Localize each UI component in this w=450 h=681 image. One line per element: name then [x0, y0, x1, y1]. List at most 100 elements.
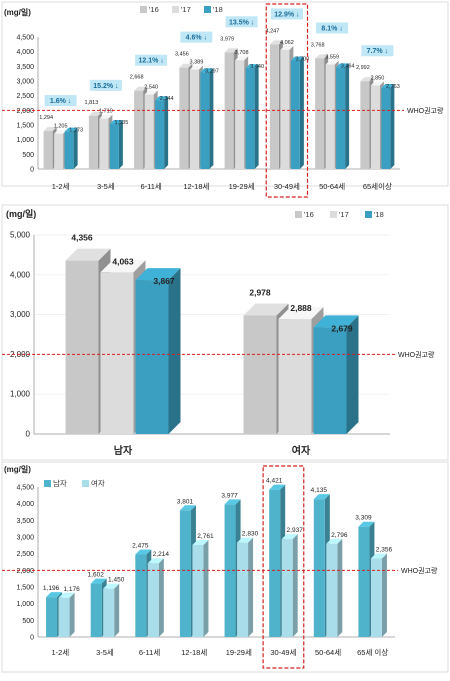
chart-2-category-label: 1-2세 — [51, 648, 69, 657]
chart-0-bar-front — [360, 81, 370, 169]
chart-0-bar-top — [325, 60, 339, 65]
chart-2-bar-top — [370, 553, 387, 559]
chart-2-bar — [370, 553, 387, 637]
chart-2-data-label: 3,977 — [221, 492, 238, 499]
chart-1-bar-front — [100, 272, 134, 434]
chart-0-data-label: 2,668 — [130, 75, 144, 81]
chart-0-category-label: 6-11세 — [140, 182, 161, 191]
chart-2-bar-top — [224, 499, 241, 505]
chart-2-category-label: 50-64세 — [315, 648, 341, 657]
chart-0-bar-front — [370, 85, 380, 169]
chart-0-ytick: 0 — [30, 167, 34, 174]
chart-1-bar-front — [135, 280, 169, 434]
chart-0-bar-top — [179, 63, 193, 68]
chart-2-bar-top — [46, 592, 63, 598]
chart-0-legend-item-swatch — [172, 6, 179, 13]
chart-2-category-label: 6-11세 — [139, 648, 160, 657]
chart-1-bar-top — [313, 315, 359, 328]
chart-2-bar-front — [281, 539, 293, 637]
chart-2-bar-front — [147, 563, 159, 637]
chart-2-bar-side — [69, 592, 75, 637]
chart-0-bar-top — [245, 64, 259, 69]
chart-0-change-badge-label: 4.6% ↓ — [186, 35, 207, 42]
chart-0-bar-top — [144, 90, 158, 95]
chart-2-unit-label: (mg/일) — [4, 464, 31, 474]
chart-0-bar-front — [99, 118, 109, 169]
chart-2-data-label: 1,602 — [88, 572, 105, 579]
chart-2-data-label: 2,214 — [153, 551, 170, 558]
chart-0-bar-front — [189, 69, 199, 169]
chart-0-bar-front — [235, 60, 245, 170]
chart-2-bar-front — [90, 583, 102, 637]
chart-0-data-label: 3,979 — [220, 36, 234, 42]
chart-0-legend-item-label: '16 — [149, 5, 159, 14]
chart-0-bar-top — [134, 86, 148, 91]
chart-1-bar-side — [168, 268, 181, 434]
chart-0-data-label: 1,535 — [114, 120, 128, 126]
chart-0-change-badge-label: 8.1% ↓ — [321, 25, 342, 32]
chart-2-bar-front — [313, 499, 325, 637]
chart-2-bar-top — [135, 549, 152, 555]
chart-2-data-label: 3,309 — [355, 515, 372, 522]
chart-0-unit-label: (mg/일) — [4, 7, 31, 17]
chart-2-bar-side — [114, 583, 120, 637]
chart-1-bar — [135, 268, 181, 434]
chart-2-ytick: 4,500 — [16, 485, 34, 492]
chart-2-category-label: 19-29세 — [226, 648, 252, 657]
chart-0-bar-side — [118, 119, 123, 169]
chart-0-bar-front — [144, 94, 154, 169]
chart-0-bar-top — [269, 40, 283, 45]
chart-0-bar-top — [360, 77, 374, 82]
chart-1-legend-item-label: '18 — [374, 210, 384, 219]
chart-2-category-label: 30-49세 — [270, 648, 296, 657]
chart-1-frame — [1, 204, 449, 461]
chart-2-data-label: 3,801 — [177, 498, 194, 505]
chart-0-who-label: WHO권고량 — [407, 107, 444, 115]
chart-0-change-badge — [316, 22, 349, 34]
chart-0-data-label: 4,062 — [280, 40, 294, 46]
chart-0-bar-front — [134, 90, 144, 169]
chart-0-bar-front — [245, 68, 255, 169]
chart-1-bar-front — [65, 260, 99, 434]
chart-0-data-label: 2,763 — [386, 84, 400, 90]
chart-2-frame — [1, 461, 449, 673]
chart-0-bar-front — [155, 100, 165, 169]
chart-1-ytick: 2,000 — [10, 350, 31, 359]
chart-0-data-label: 3,297 — [205, 68, 219, 74]
chart-0-category-label: 1-2세 — [52, 182, 70, 191]
chart-0-legend-item-swatch — [204, 6, 211, 13]
chart-0-bar-front — [381, 87, 391, 169]
chart-0-bar-top — [381, 83, 395, 88]
chart-2-data-label: 2,830 — [242, 531, 259, 538]
chart-2-bar — [147, 558, 164, 637]
chart-1-bar-front — [313, 327, 347, 434]
chart-2-bar — [326, 538, 343, 637]
chart-2-bar-front — [326, 543, 338, 637]
chart-0-data-label: 3,708 — [235, 50, 249, 56]
chart-1-bar-top — [100, 260, 146, 273]
chart-2-bar-front — [58, 597, 70, 637]
chart-0-change-badge — [135, 54, 168, 66]
chart-0-data-label: 2,992 — [356, 65, 370, 71]
chart-0-bar-front — [64, 131, 74, 169]
chart-0-data-label: 2,344 — [160, 96, 174, 102]
chart-0-bar-top — [189, 65, 203, 70]
chart-1-ytick: 5,000 — [10, 231, 31, 240]
chart-2-data-label: 4,135 — [311, 487, 328, 494]
chart-2-ytick: 3,500 — [16, 518, 34, 525]
chart-0-bar-top — [155, 96, 169, 101]
chart-0-bar-front — [336, 67, 346, 169]
chart-0-bar — [245, 64, 259, 169]
chart-0-ytick: 500 — [22, 152, 34, 159]
chart-1-who-label: WHO권고량 — [398, 351, 435, 359]
chart-1-ytick: 4,000 — [10, 270, 31, 279]
chart-2-data-label: 1,450 — [108, 577, 125, 584]
chart-2-category-label: 3-5세 — [96, 648, 114, 657]
chart-0-change-badge-label: 1.6% ↓ — [50, 98, 71, 105]
chart-0-data-label: 2,540 — [144, 84, 158, 90]
chart-2-ytick: 2,500 — [16, 551, 34, 558]
chart-1-bar — [313, 315, 359, 434]
chart-0-bar-top — [235, 56, 249, 61]
